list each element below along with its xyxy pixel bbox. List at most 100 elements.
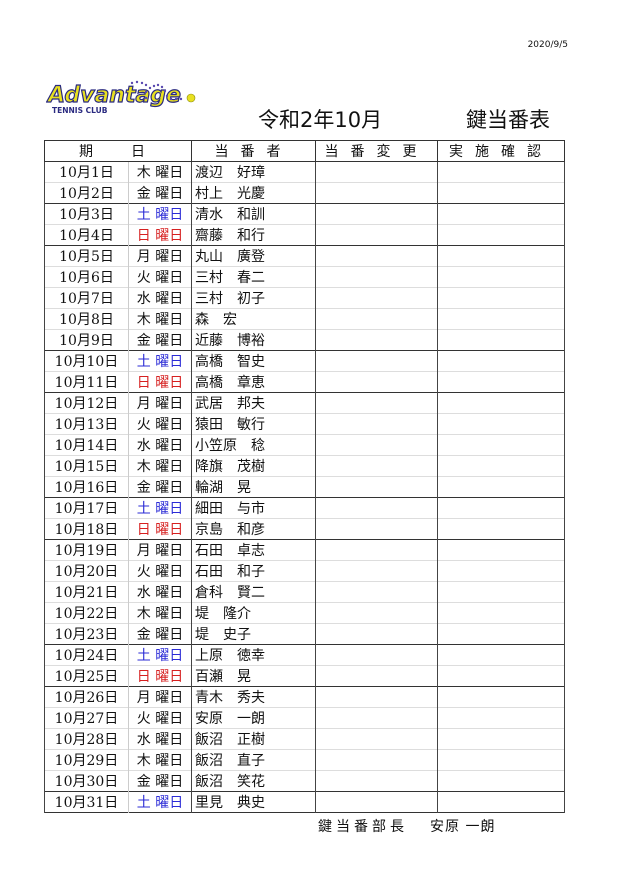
- date-cell: 10月18日: [44, 518, 129, 540]
- confirmation-cell: [437, 686, 565, 708]
- confirmation-cell: [437, 602, 565, 624]
- confirmation-cell: [437, 581, 565, 603]
- table-row: 10月8日木 曜日森 宏: [44, 308, 565, 330]
- confirmation-cell: [437, 161, 565, 183]
- date-cell: 10月22日: [44, 602, 129, 624]
- weekday-cell: 土 曜日: [128, 644, 192, 666]
- date-cell: 10月10日: [44, 350, 129, 372]
- table-row: 10月5日月 曜日 丸山 廣登: [44, 245, 565, 267]
- table-row: 10月6日火 曜日 三村 春二: [44, 266, 565, 288]
- table-row: 10月10日土 曜日 高橋 智史: [44, 350, 565, 372]
- weekday-cell: 木 曜日: [128, 602, 192, 624]
- duty-person-cell: 猿田 敏行: [191, 413, 316, 435]
- footer-name: 安原 一朗: [430, 819, 496, 835]
- weekday-cell: 水 曜日: [128, 728, 192, 750]
- confirmation-cell: [437, 182, 565, 204]
- title-month: 令和2年10月: [258, 108, 383, 132]
- date-cell: 10月15日: [44, 455, 129, 477]
- table-row: 10月25日日 曜日 百瀬 晃: [44, 665, 565, 687]
- weekday-cell: 水 曜日: [128, 434, 192, 456]
- confirmation-cell: [437, 203, 565, 225]
- duty-person-cell: 京島 和彦: [191, 518, 316, 540]
- duty-change-cell: [315, 665, 438, 687]
- confirmation-cell: [437, 413, 565, 435]
- confirmation-cell: [437, 308, 565, 330]
- confirmation-cell: [437, 539, 565, 561]
- weekday-cell: 水 曜日: [128, 581, 192, 603]
- duty-change-cell: [315, 161, 438, 183]
- table-row: 10月29日木 曜日 飯沼 直子: [44, 749, 565, 771]
- duty-person-cell: 安原 一朗: [191, 707, 316, 729]
- duty-change-cell: [315, 329, 438, 351]
- confirmation-cell: [437, 749, 565, 771]
- weekday-cell: 月 曜日: [128, 245, 192, 267]
- table-row: 10月9日金 曜日 近藤 博裕: [44, 329, 565, 351]
- confirmation-cell: [437, 350, 565, 372]
- duty-person-cell: 飯沼 直子: [191, 749, 316, 771]
- table-row: 10月27日火 曜日 安原 一朗: [44, 707, 565, 729]
- table-row: 10月30日金 曜日 飯沼 笑花: [44, 770, 565, 792]
- date-cell: 10月31日: [44, 791, 129, 813]
- confirmation-cell: [437, 644, 565, 666]
- duty-person-cell: 輪湖 晃: [191, 476, 316, 498]
- weekday-cell: 火 曜日: [128, 560, 192, 582]
- weekday-cell: 土 曜日: [128, 497, 192, 519]
- duty-person-cell: 石田 和子: [191, 560, 316, 582]
- duty-person-cell: 百瀬 晃: [191, 665, 316, 687]
- table-row: 10月23日金 曜日堤 史子: [44, 623, 565, 645]
- duty-change-cell: [315, 287, 438, 309]
- duty-roster-table: 期 日 当番者 当番変更 実施確認 10月1日木 曜日 渡辺 好璋 10月2日金 曜…: [44, 140, 565, 813]
- date-cell: 10月1日: [44, 161, 129, 183]
- date-cell: 10月21日: [44, 581, 129, 603]
- duty-change-cell: [315, 308, 438, 330]
- svg-text:Advantage: Advantage: [46, 83, 181, 108]
- table-row: 10月16日金 曜日 輪湖 晃: [44, 476, 565, 498]
- duty-person-cell: 武居 邦夫: [191, 392, 316, 414]
- duty-change-cell: [315, 749, 438, 771]
- weekday-cell: 土 曜日: [128, 791, 192, 813]
- confirmation-cell: [437, 392, 565, 414]
- duty-change-cell: [315, 644, 438, 666]
- weekday-cell: 火 曜日: [128, 707, 192, 729]
- table-row: 10月3日土 曜日 清水 和訓: [44, 203, 565, 225]
- svg-text:TENNIS CLUB: TENNIS CLUB: [52, 106, 108, 115]
- table-row: 10月22日木 曜日堤 隆介: [44, 602, 565, 624]
- date-cell: 10月29日: [44, 749, 129, 771]
- duty-person-cell: 清水 和訓: [191, 203, 316, 225]
- weekday-cell: 金 曜日: [128, 770, 192, 792]
- date-cell: 10月27日: [44, 707, 129, 729]
- duty-change-cell: [315, 623, 438, 645]
- date-cell: 10月26日: [44, 686, 129, 708]
- duty-change-cell: [315, 266, 438, 288]
- duty-person-cell: 堤 隆介: [191, 602, 316, 624]
- date-cell: 10月5日: [44, 245, 129, 267]
- duty-person-cell: 村上 光慶: [191, 182, 316, 204]
- confirmation-cell: [437, 224, 565, 246]
- duty-person-cell: 倉科 賢二: [191, 581, 316, 603]
- duty-person-cell: 三村 春二: [191, 266, 316, 288]
- date-cell: 10月23日: [44, 623, 129, 645]
- table-row: 10月12日月 曜日 武居 邦夫: [44, 392, 565, 414]
- weekday-cell: 水 曜日: [128, 287, 192, 309]
- duty-change-cell: [315, 686, 438, 708]
- confirmation-cell: [437, 287, 565, 309]
- duty-person-cell: 堤 史子: [191, 623, 316, 645]
- date-cell: 10月28日: [44, 728, 129, 750]
- duty-person-cell: 上原 徳幸: [191, 644, 316, 666]
- confirmation-cell: [437, 791, 565, 813]
- table-row: 10月17日土 曜日 細田 与市: [44, 497, 565, 519]
- weekday-cell: 月 曜日: [128, 686, 192, 708]
- confirmation-cell: [437, 455, 565, 477]
- confirmation-cell: [437, 476, 565, 498]
- date-cell: 10月4日: [44, 224, 129, 246]
- date-cell: 10月12日: [44, 392, 129, 414]
- weekday-cell: 日 曜日: [128, 518, 192, 540]
- confirmation-cell: [437, 434, 565, 456]
- duty-change-cell: [315, 434, 438, 456]
- date-cell: 10月24日: [44, 644, 129, 666]
- duty-change-cell: [315, 245, 438, 267]
- duty-person-cell: 小笠原 稔: [191, 434, 316, 456]
- date-cell: 10月17日: [44, 497, 129, 519]
- table-row: 10月31日土 曜日 里見 典史: [44, 791, 565, 813]
- table-row: 10月15日木 曜日 降旗 茂樹: [44, 455, 565, 477]
